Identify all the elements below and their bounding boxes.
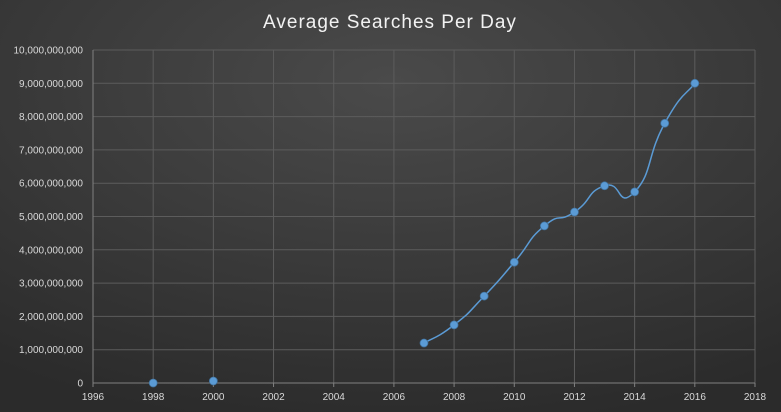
data-point-marker	[479, 291, 489, 301]
x-tick-label: 2014	[624, 392, 647, 403]
y-tick-label: 9,000,000,000	[19, 79, 83, 90]
y-tick-label: 3,000,000,000	[19, 279, 83, 290]
y-tick-label: 6,000,000,000	[19, 179, 83, 190]
y-tick-label: 10,000,000,000	[13, 46, 83, 57]
y-tick-label: 7,000,000,000	[19, 145, 83, 156]
tick-labels: 0 1,000,000,000 2,000,000,000 3,000,000,000…	[13, 46, 766, 404]
x-tick-label: 2010	[503, 392, 526, 403]
x-tick-label: 1998	[142, 392, 165, 403]
x-tick-label: 1996	[82, 392, 105, 403]
y-tick-label: 8,000,000,000	[19, 112, 83, 123]
x-tick-label: 2004	[323, 392, 346, 403]
data-point-marker	[660, 118, 670, 128]
data-point-marker	[449, 320, 459, 330]
series-line	[423, 82, 696, 344]
y-tick-label: 1,000,000,000	[19, 345, 83, 356]
y-tick-label: 4,000,000,000	[19, 245, 83, 256]
data-point-marker	[570, 207, 579, 217]
x-tick-label: 2018	[744, 392, 767, 403]
gridlines	[93, 49, 756, 383]
data-point-marker	[419, 338, 429, 348]
y-tick-label: 2,000,000,000	[19, 312, 83, 323]
chart-title: Average Searches Per Day	[263, 12, 517, 33]
data-point-marker	[600, 181, 609, 191]
data-point-marker	[690, 78, 700, 88]
y-tick-label: 0	[77, 379, 83, 390]
data-point-marker	[208, 376, 218, 386]
x-tick-label: 2006	[383, 392, 406, 403]
x-tick-label: 2016	[684, 392, 707, 403]
x-tick-label: 2012	[563, 392, 586, 403]
data-point-marker	[148, 378, 158, 388]
data-point-marker	[539, 221, 549, 231]
data-point-marker	[509, 257, 519, 267]
x-tick-label: 2000	[202, 392, 225, 403]
x-tick-label: 2008	[443, 392, 466, 403]
y-tick-label: 5,000,000,000	[19, 212, 83, 223]
axes	[92, 50, 756, 387]
data-point-marker	[630, 187, 640, 197]
data-series	[148, 78, 700, 388]
x-tick-label: 2002	[262, 392, 285, 403]
